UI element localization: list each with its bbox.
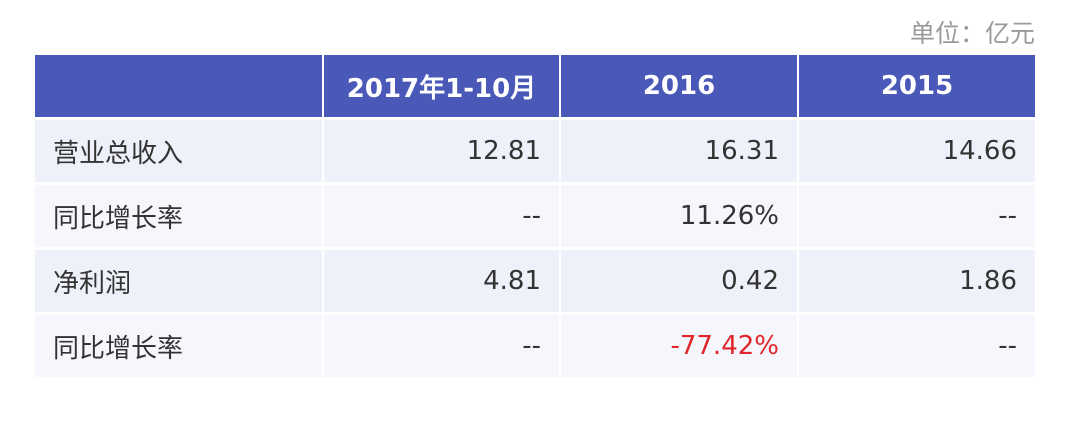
cell: 14.66 <box>799 120 1035 182</box>
header-cell: 2015 <box>799 55 1035 117</box>
header-cell: 2016 <box>561 55 797 117</box>
row-label: 净利润 <box>35 250 322 312</box>
cell: 11.26% <box>561 185 797 247</box>
row-label: 同比增长率 <box>35 315 322 377</box>
cell: -- <box>799 185 1035 247</box>
cell: -77.42% <box>561 315 797 377</box>
cell: -- <box>799 315 1035 377</box>
cell: 4.81 <box>324 250 559 312</box>
header-cell: 2017年1-10月 <box>324 55 559 117</box>
cell: 16.31 <box>561 120 797 182</box>
cell: 12.81 <box>324 120 559 182</box>
cell: -- <box>324 315 559 377</box>
cell: 0.42 <box>561 250 797 312</box>
table: 2017年1-10月 2016 2015 营业总收入 12.81 16.31 1… <box>35 55 1035 377</box>
header-cell <box>35 55 322 117</box>
unit-label: 单位：亿元 <box>909 19 1035 48</box>
cell: -- <box>324 185 559 247</box>
cell: 1.86 <box>799 250 1035 312</box>
row-label: 同比增长率 <box>35 185 322 247</box>
row-label: 营业总收入 <box>35 120 322 182</box>
